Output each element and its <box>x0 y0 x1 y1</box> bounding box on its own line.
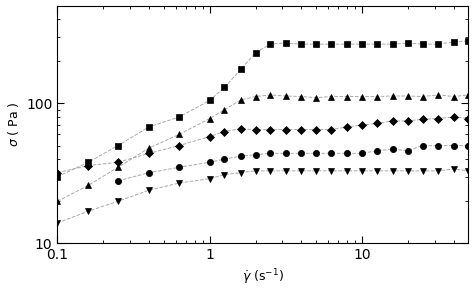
X-axis label: $\dot{\gamma}$ (s$^{-1}$): $\dot{\gamma}$ (s$^{-1}$) <box>242 268 284 287</box>
Y-axis label: $\sigma$ ( Pa ): $\sigma$ ( Pa ) <box>6 102 20 147</box>
